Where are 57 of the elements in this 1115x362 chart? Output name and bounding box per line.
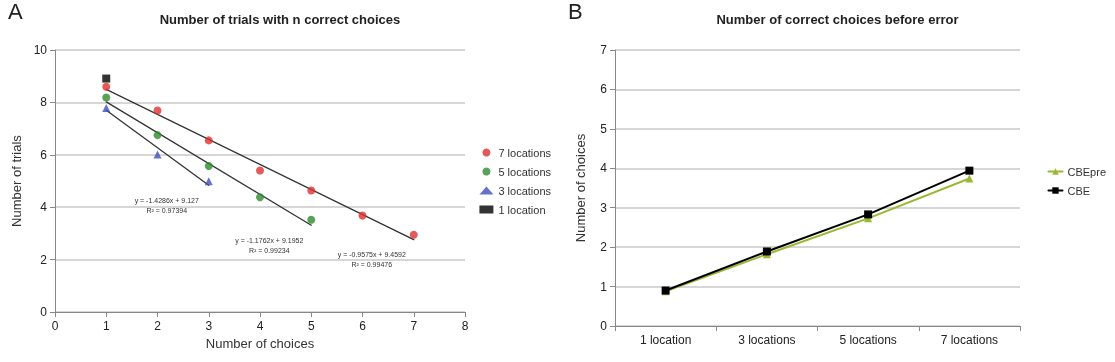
text: B [568,0,583,24]
point [153,150,162,159]
y-tick-label: 3 [600,200,608,215]
point [153,131,162,140]
x-tick-label: 5 [307,319,315,333]
y-tick-label: 10 [33,43,48,57]
x-tick-label: 1 [102,319,110,333]
x-tick-label: 4 [256,319,264,333]
text: A [8,0,23,24]
point [307,215,316,224]
y-tick-label: 4 [600,161,608,176]
legend-label: 3 locations [498,184,552,197]
point [358,211,367,220]
legend-label: CBE [1067,184,1091,197]
y-tick-label: 6 [600,82,608,97]
x-tick-label: 5 locations [839,333,897,347]
y-tick-label: 4 [40,200,48,215]
y-tick-label: 8 [40,95,48,110]
legend-label: 7 locations [498,146,552,159]
y-axis-title: Number of choices [573,133,588,243]
point [965,166,974,175]
legend-label: 1 location [498,203,546,216]
point [864,210,873,219]
legend-label: 5 locations [498,165,552,178]
x-tick-label: 8 [461,319,469,333]
point [409,230,418,239]
chart-title: Number of trials with n correct choices [159,12,401,27]
y-tick-label: 0 [40,305,48,319]
point [307,186,316,195]
point [204,162,213,171]
point [965,174,974,183]
x-tick-label: 7 [410,319,418,333]
x-tick-label: 3 locations [738,333,796,347]
x-tick-label: 6 [359,319,367,333]
y-axis-title: Number of trials [8,134,24,227]
y-tick-label: 7 [600,43,608,57]
x-tick-label: 1 location [639,333,692,347]
legend-label: CBEpre [1067,165,1107,178]
x-tick-label: 2 [154,319,162,333]
x-tick-label: 0 [51,319,59,333]
y-tick-label: 5 [600,121,608,136]
x-tick-label: 3 [205,319,213,333]
x-tick-label: 7 locations [940,333,999,347]
y-tick-label: 6 [40,147,48,162]
point [102,93,111,102]
point [153,106,162,115]
y-tick-label: 1 [600,279,608,294]
point [256,166,264,175]
y-tick-label: 2 [600,240,608,255]
point [102,103,111,112]
point [256,193,264,202]
point [102,74,111,83]
chart-title: Number of correct choices before error [716,12,959,27]
point [204,136,213,145]
y-tick-label: 2 [40,252,48,267]
x-axis-title: Number of choices [205,335,315,351]
point [102,82,111,91]
